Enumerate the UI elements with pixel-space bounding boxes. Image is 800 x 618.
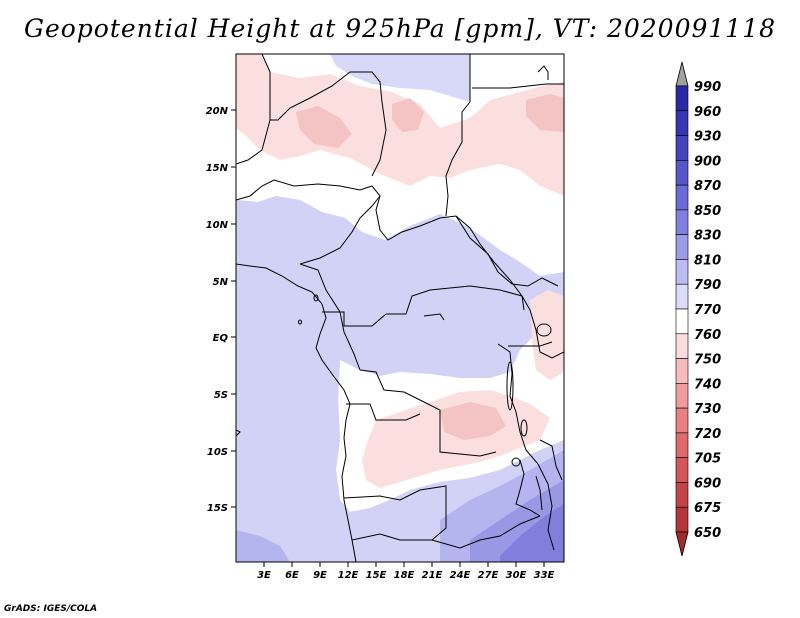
field-blue-central <box>236 196 564 378</box>
colorbar-top-triangle <box>675 61 689 87</box>
lat-label-15n: 15N <box>206 163 229 174</box>
country-borders <box>236 54 564 562</box>
colorbar-label: 870 <box>694 179 721 194</box>
colorbar-label: 830 <box>694 229 721 244</box>
colorbar-label: 675 <box>694 501 721 516</box>
colorbar-box <box>675 160 689 186</box>
lon-label-12e: 12E <box>338 570 359 581</box>
colorbar-box <box>675 184 689 211</box>
colorbar-box <box>675 407 689 434</box>
colorbar-box <box>675 457 689 483</box>
colorbar-label: 740 <box>694 377 721 392</box>
colorbar-box <box>675 209 689 235</box>
lat-label-5s: 5S <box>214 390 228 401</box>
field-pink-south-dark <box>440 402 506 440</box>
colorbar-label: 810 <box>694 253 721 268</box>
colorbar-label: 760 <box>694 328 721 343</box>
lon-label-18e: 18E <box>394 570 415 581</box>
lon-label-3e: 3E <box>257 570 271 581</box>
lon-label-24e: 24E <box>450 570 471 581</box>
lon-label-15e: 15E <box>366 570 387 581</box>
field-pink-nw-dark <box>296 106 352 148</box>
colorbar-box <box>675 432 689 458</box>
colorbar-box <box>675 85 689 112</box>
lat-label-5n: 5N <box>213 277 229 288</box>
colorbar-label: 770 <box>694 303 721 318</box>
colorbar-box <box>675 333 689 359</box>
colorbar-box <box>675 259 689 285</box>
colorbar-box <box>675 308 689 335</box>
colorbar-box <box>675 135 689 161</box>
colorbar-label: 930 <box>694 130 721 145</box>
lat-label-10s: 10S <box>207 447 228 458</box>
colorbar-label: 850 <box>694 204 721 219</box>
lon-ticks <box>263 562 545 567</box>
field-blue-north <box>330 54 470 102</box>
lat-labels: 20N 15N 10N 5N EQ 5S 10S 15S <box>206 106 229 514</box>
lon-label-9e: 9E <box>313 570 327 581</box>
colorbar-label: 750 <box>694 353 721 368</box>
field-pink-nw-dark2 <box>392 98 424 132</box>
field-white-ne <box>470 54 564 98</box>
colorbar-box <box>675 234 689 260</box>
lon-label-30e: 30E <box>506 570 527 581</box>
lat-label-10n: 10N <box>206 220 229 231</box>
colorbar-box <box>675 110 689 136</box>
colorbar-box <box>675 283 689 310</box>
colorbar-box <box>675 506 689 533</box>
map-frame <box>235 53 565 563</box>
lat-label-15s: 15S <box>207 503 228 514</box>
lon-label-33e: 33E <box>534 570 555 581</box>
colorbar-label: 650 <box>694 526 721 541</box>
grads-credit: GrADS: IGES/COLA <box>4 604 98 614</box>
lon-label-21e: 21E <box>422 570 443 581</box>
lakes <box>298 294 552 511</box>
lon-labels: 3E 6E 9E 12E 15E 18E 21E 24E 27E 30E 33E <box>257 570 554 581</box>
chart-title: Geopotential Height at 925hPa [gpm], VT:… <box>23 14 777 43</box>
colorbar-label: 730 <box>694 402 721 417</box>
field-blue-sw-corner <box>236 530 290 562</box>
field-pink-south <box>362 390 550 488</box>
field-blue-se-3 <box>500 504 564 562</box>
lat-ticks <box>231 109 236 508</box>
colorbar-label: 960 <box>694 105 721 120</box>
map-plot-area <box>236 54 564 562</box>
lon-label-27e: 27E <box>478 570 499 581</box>
colorbar-label: 690 <box>694 476 721 491</box>
colorbar-box <box>675 358 689 384</box>
colorbar-label: 990 <box>694 80 721 95</box>
colorbar-box <box>675 482 689 508</box>
colorbar: 990 960 930 900 870 850 830 810 790 770 760 750 740 7… <box>675 61 721 557</box>
colorbar-bottom-triangle <box>675 531 689 557</box>
lon-label-6e: 6E <box>285 570 299 581</box>
colorbar-label: 900 <box>694 154 721 169</box>
colorbar-label: 720 <box>694 427 721 442</box>
colorbar-label: 790 <box>694 278 721 293</box>
lat-label-eq: EQ <box>213 333 229 344</box>
colorbar-box <box>675 383 689 409</box>
field-pink-ne-dark <box>526 94 564 132</box>
lat-label-20n: 20N <box>206 106 229 117</box>
colorbar-label: 705 <box>694 452 721 467</box>
